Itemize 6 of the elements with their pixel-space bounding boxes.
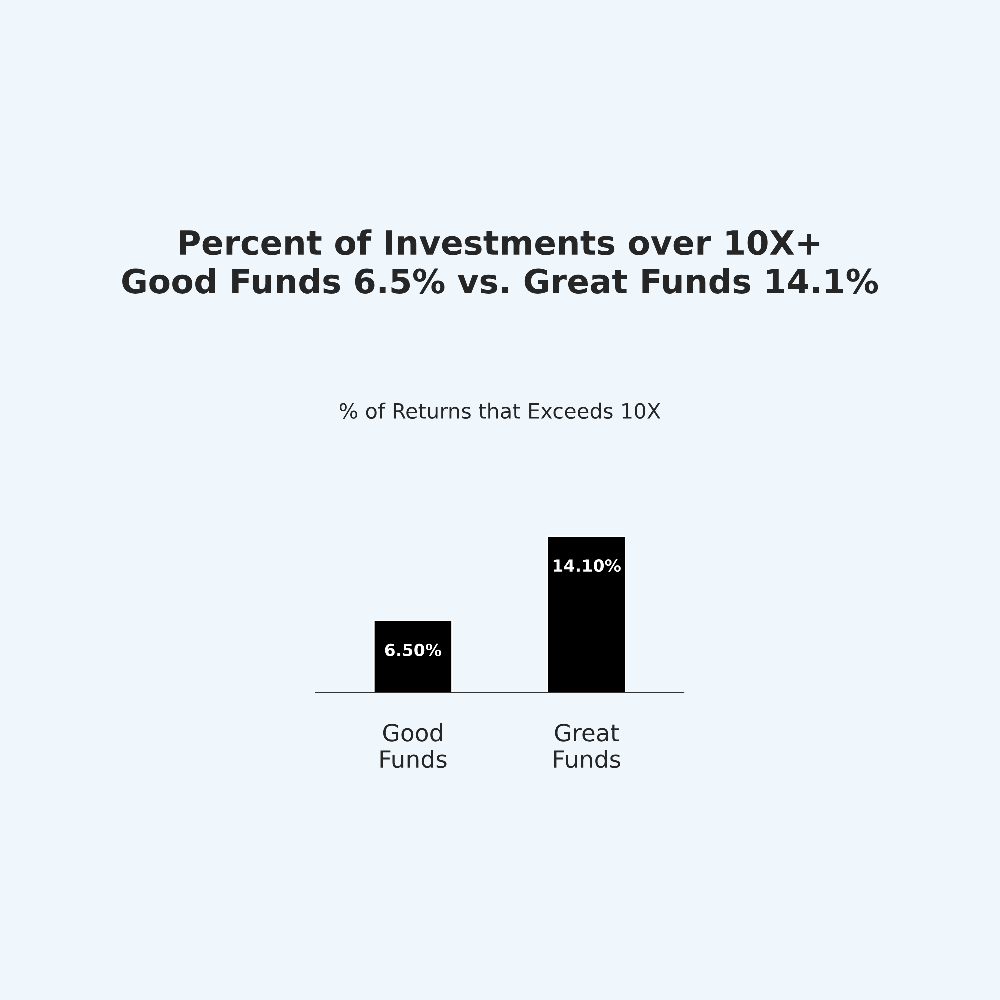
- data-label: 6.50%: [385, 644, 442, 657]
- x-tick-label: Good Funds: [380, 724, 447, 768]
- chart-subtitle: % of Returns that Exceeds 10X: [340, 402, 661, 420]
- data-label: 14.10%: [554, 560, 621, 572]
- chart-title: Percent of Investments over 10X+ Good Funds 6.5% vs. Great Funds 14.1%: [122, 230, 878, 294]
- x-tick-label: Great Funds: [554, 724, 620, 768]
